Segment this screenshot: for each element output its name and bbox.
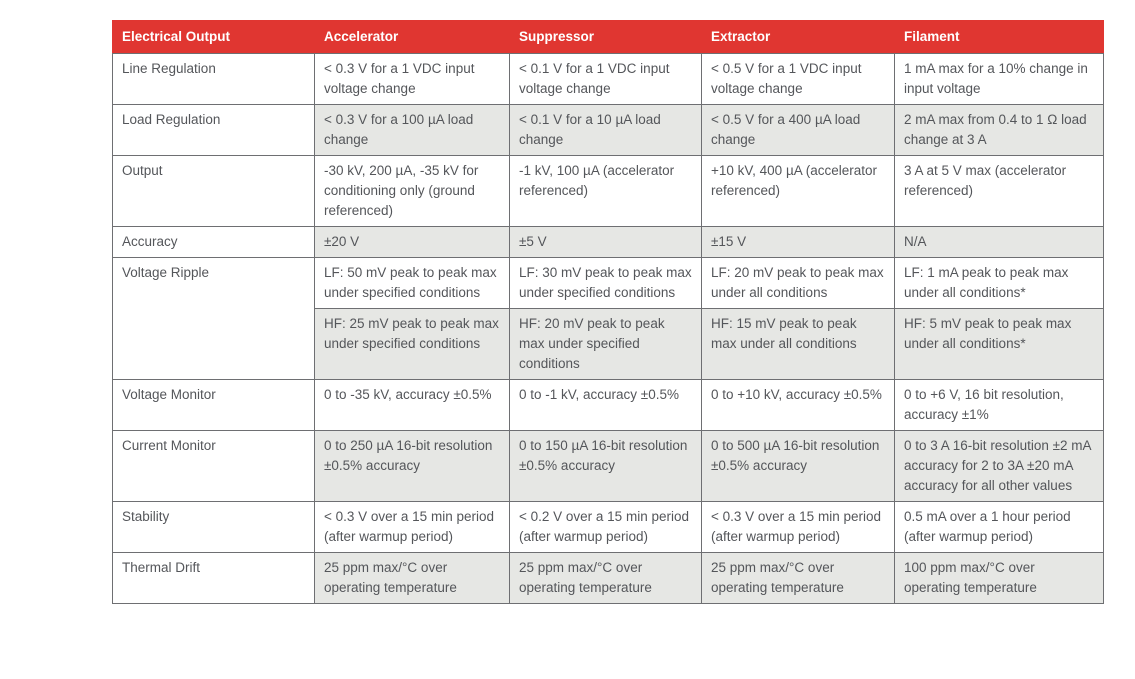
spec-cell: 0 to -35 kV, accuracy ±0.5% (314, 379, 510, 431)
spec-cell: +10 kV, 400 µA (accelerator referenced) (701, 155, 895, 227)
table-row: Accuracy ±20 V ±5 V ±15 V N/A (112, 226, 1104, 258)
row-label: Thermal Drift (112, 552, 315, 604)
spec-cell: HF: 25 mV peak to peak max under specifi… (314, 308, 510, 380)
row-label: Voltage Ripple (112, 257, 315, 380)
spec-cell: HF: 5 mV peak to peak max under all cond… (894, 308, 1104, 380)
row-label: Stability (112, 501, 315, 553)
spec-cell: 25 ppm max/°C over operating temperature (314, 552, 510, 604)
spec-cell: 2 mA max from 0.4 to 1 Ω load change at … (894, 104, 1104, 156)
spec-cell: 3 A at 5 V max (accelerator referenced) (894, 155, 1104, 227)
spec-cell: HF: 15 mV peak to peak max under all con… (701, 308, 895, 380)
row-label: Load Regulation (112, 104, 315, 156)
header-row: Electrical Output Accelerator Suppressor Ex… (112, 20, 1104, 54)
row-label: Accuracy (112, 226, 315, 258)
spec-table-container: Electrical Output Accelerator Suppressor Ex… (112, 20, 1104, 604)
spec-cell: < 0.2 V over a 15 min period (after warm… (509, 501, 702, 553)
spec-cell: 0 to 250 µA 16-bit resolution ±0.5% accu… (314, 430, 510, 502)
spec-cell: 0.5 mA over a 1 hour period (after warmu… (894, 501, 1104, 553)
spec-cell: < 0.3 V for a 1 VDC input voltage change (314, 53, 510, 105)
table-row: Load Regulation < 0.3 V for a 100 µA load… (112, 104, 1104, 156)
spec-cell: < 0.3 V over a 15 min period (after warm… (314, 501, 510, 553)
table-row: Line Regulation < 0.3 V for a 1 VDC input… (112, 53, 1104, 105)
column-header: Suppressor (509, 20, 702, 54)
row-label: Output (112, 155, 315, 227)
electrical-output-spec-table: Electrical Output Accelerator Suppressor Ex… (112, 20, 1104, 604)
spec-cell: 0 to 150 µA 16-bit resolution ±0.5% accu… (509, 430, 702, 502)
spec-cell: 100 ppm max/°C over operating temperatur… (894, 552, 1104, 604)
spec-cell: ±20 V (314, 226, 510, 258)
spec-cell: < 0.3 V for a 100 µA load change (314, 104, 510, 156)
spec-cell: 0 to 500 µA 16-bit resolution ±0.5% accu… (701, 430, 895, 502)
spec-cell: N/A (894, 226, 1104, 258)
spec-cell: -1 kV, 100 µA (accelerator referenced) (509, 155, 702, 227)
table-row: Output -30 kV, 200 µA, -35 kV for conditi… (112, 155, 1104, 227)
column-header: Filament (894, 20, 1104, 54)
column-header: Accelerator (314, 20, 510, 54)
spec-cell: LF: 50 mV peak to peak max under specifi… (314, 257, 510, 309)
spec-cell: < 0.5 V for a 1 VDC input voltage change (701, 53, 895, 105)
spec-cell: 0 to 3 A 16-bit resolution ±2 mA accurac… (894, 430, 1104, 502)
spec-cell: 0 to -1 kV, accuracy ±0.5% (509, 379, 702, 431)
table-row: Voltage Ripple LF: 50 mV peak to peak max… (112, 257, 1104, 380)
table-row: Thermal Drift 25 ppm max/°C over operatin… (112, 552, 1104, 604)
spec-cell: ±15 V (701, 226, 895, 258)
table-row: Voltage Monitor 0 to -35 kV, accuracy ±0.… (112, 379, 1104, 431)
table-row: HF: 25 mV peak to peak max under specifi… (113, 308, 1104, 380)
spec-cell: 0 to +10 kV, accuracy ±0.5% (701, 379, 895, 431)
spec-cell: < 0.1 V for a 1 VDC input voltage change (509, 53, 702, 105)
spec-cell: 1 mA max for a 10% change in input volta… (894, 53, 1104, 105)
spec-cell: LF: 1 mA peak to peak max under all cond… (894, 257, 1104, 309)
column-header: Electrical Output (112, 20, 315, 54)
spec-cell: < 0.5 V for a 400 µA load change (701, 104, 895, 156)
row-label: Voltage Monitor (112, 379, 315, 431)
row-label: Current Monitor (112, 430, 315, 502)
spec-cell: LF: 30 mV peak to peak max under specifi… (509, 257, 702, 309)
spec-cell: 25 ppm max/°C over operating temperature (701, 552, 895, 604)
table-body: Line Regulation < 0.3 V for a 1 VDC input… (112, 53, 1104, 604)
spec-cell: 0 to +6 V, 16 bit resolution, accuracy ±… (894, 379, 1104, 431)
spec-cell: LF: 20 mV peak to peak max under all con… (701, 257, 895, 309)
column-header: Extractor (701, 20, 895, 54)
spec-cell: HF: 20 mV peak to peak max under specifi… (509, 308, 702, 380)
spec-cell: -30 kV, 200 µA, -35 kV for conditioning … (314, 155, 510, 227)
spec-cell: < 0.1 V for a 10 µA load change (509, 104, 702, 156)
spec-cell: < 0.3 V over a 15 min period (after warm… (701, 501, 895, 553)
table-row: Stability < 0.3 V over a 15 min period (a… (112, 501, 1104, 553)
row-label: Line Regulation (112, 53, 315, 105)
spec-cell: 25 ppm max/°C over operating temperature (509, 552, 702, 604)
spec-cell: ±5 V (509, 226, 702, 258)
table-row: Current Monitor 0 to 250 µA 16-bit resolu… (112, 430, 1104, 502)
